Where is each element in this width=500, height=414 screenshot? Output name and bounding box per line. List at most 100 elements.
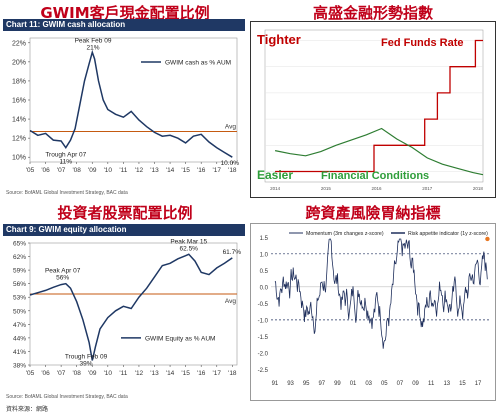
x-tick-label: 09	[412, 381, 419, 387]
x-tick-label: '17	[213, 370, 222, 377]
x-tick-label: '08	[72, 370, 81, 377]
x-tick-label: '09	[88, 370, 97, 377]
y-tick-label: 53%	[13, 295, 26, 302]
x-tick-label: 2016	[372, 186, 383, 191]
y-tick-label: 22%	[12, 40, 26, 47]
x-tick-label: '08	[72, 167, 81, 174]
annotation-peak: Peak Feb 09	[75, 37, 112, 44]
equity-chart-svg: 38% 41% 44% 47% 50% 53% 56% 59% 62% 65% '05 '06 '07 '…	[13, 238, 242, 377]
x-tick-label: 11	[428, 381, 435, 387]
y-tick-label: 59%	[13, 268, 26, 275]
y-tick-label: 44%	[13, 335, 26, 342]
x-tick-label: '09	[88, 167, 97, 174]
y-tick-label: -2.0	[258, 351, 269, 357]
annotation-trough: Trough Feb 09	[65, 353, 108, 360]
y-tick-label: 16%	[12, 98, 26, 105]
title-equity-allocation: 投資者股票配置比例	[57, 204, 193, 222]
x-tick-label: 95	[303, 381, 310, 387]
footer-source: 資料來源：網路	[6, 406, 49, 413]
x-tick-label: 2017	[422, 186, 433, 191]
chart-source: Source: BofAML Global Investment Strateg…	[6, 394, 128, 400]
x-tick-label: '14	[166, 370, 175, 377]
x-tick-label: '10	[104, 370, 113, 377]
x-tick-label: '07	[57, 370, 66, 377]
x-tick-label: 15	[459, 381, 466, 387]
x-tick-label: 93	[287, 381, 294, 387]
series-label-fed-funds: Fed Funds Rate	[381, 37, 464, 49]
chart-header: Chart 11: GWIM cash allocation	[3, 19, 245, 31]
fci-chart-svg: 2014 2015 2016 2017 2018 Tighter Fed Funds Rat…	[257, 29, 483, 191]
title-risk-appetite: 跨資產風險胃納指標	[305, 204, 441, 222]
x-tick-label: '16	[197, 370, 206, 377]
x-tick-label: '17	[213, 167, 222, 174]
x-tick-label: '15	[181, 167, 190, 174]
series-line-fed-funds	[275, 39, 483, 173]
y-tick-label: -1.5	[258, 335, 269, 341]
label-easier: Easier	[257, 168, 293, 182]
plot-frame	[29, 37, 238, 163]
y-tick-label: 62%	[13, 254, 26, 261]
average-label: Avg	[225, 123, 236, 130]
title-financial-conditions: 高盛金融形勢指數	[312, 4, 433, 22]
annotation-peak-mar15: Peak Mar 15	[170, 238, 207, 245]
y-tick-label: 14%	[12, 117, 26, 124]
x-tick-label: '06	[41, 370, 50, 377]
x-tick-label: '11	[119, 167, 127, 174]
x-tick-label: '11	[119, 370, 127, 377]
legend-label: GWIM Equity as % AUM	[145, 335, 215, 342]
plot-frame	[29, 242, 238, 366]
x-tick-label: '14	[166, 167, 175, 174]
y-tick-label: 1.0	[260, 252, 269, 258]
y-tick-label: -2.5	[258, 368, 269, 374]
x-tick-label: '18	[228, 167, 237, 174]
x-tick-label: '13	[150, 167, 159, 174]
annotation-last-value: 10.0%	[221, 160, 240, 167]
y-tick-label: -0.5	[258, 302, 269, 308]
legend-label: GWIM cash as % AUM	[165, 60, 231, 67]
y-tick-label: 47%	[13, 322, 26, 329]
x-tick-label: '06	[41, 167, 50, 174]
legend-label-momentum: Momentum (3m changes z-score)	[306, 231, 384, 237]
x-tick-label: 05	[381, 381, 388, 387]
annotation-peak-mar15-value: 62.5%	[180, 245, 199, 252]
y-tick-label: 41%	[13, 349, 26, 356]
x-tick-label: 01	[350, 381, 357, 387]
x-tick-label: 2015	[321, 186, 332, 191]
x-tick-label: 97	[318, 381, 325, 387]
y-tick-label: 65%	[13, 241, 26, 248]
x-tick-label: 03	[365, 381, 372, 387]
chart-source: Source: BofAML Global Investment Strateg…	[6, 190, 128, 196]
series-line-gwim-cash	[29, 49, 233, 158]
annotation-trough-value: 11%	[60, 159, 73, 166]
annotation-trough: Trough Apr 07	[45, 152, 86, 159]
x-tick-label: 2014	[270, 186, 281, 191]
x-tick-label: '13	[150, 370, 159, 377]
latest-marker	[485, 236, 490, 242]
x-tick-label: '16	[197, 167, 206, 174]
x-tick-label: '12	[135, 370, 144, 377]
chart-equity-allocation: Chart 9: GWIM equity allocation 38% 41% 44…	[3, 224, 245, 402]
x-tick-label: 17	[475, 381, 482, 387]
risk-chart-svg: 1.5 1.0 0.5 0.0 -0.5 -1.0 -1.5 -2.0 -2.5 91 93 95 97…	[258, 231, 490, 387]
x-tick-label: '15	[181, 370, 190, 377]
y-tick-label: 56%	[13, 281, 26, 288]
x-tick-label: '12	[135, 167, 144, 174]
label-tighter: Tighter	[257, 32, 301, 47]
x-tick-label: '10	[104, 167, 113, 174]
x-tick-label: '07	[57, 167, 66, 174]
title-gwim-cash: GWIM客戶現金配置比例	[40, 4, 210, 22]
annotation-last-value: 61.7%	[223, 249, 242, 256]
x-tick-label: 07	[397, 381, 404, 387]
x-tick-label: '18	[228, 370, 237, 377]
y-tick-label: 1.5	[260, 236, 269, 242]
x-tick-label: 13	[443, 381, 450, 387]
x-tick-label: '05	[26, 370, 35, 377]
y-tick-label: 38%	[13, 363, 26, 370]
series-line-gwim-equity	[29, 253, 233, 361]
chart-risk-appetite: 1.5 1.0 0.5 0.0 -0.5 -1.0 -1.5 -2.0 -2.5 91 93 95 97…	[250, 223, 496, 401]
cash-chart-svg: 10% 12% 14% 16% 18% 20% 22% '05 '06 '07 '08 '09 '10 '…	[12, 37, 240, 174]
x-tick-label: 91	[272, 381, 279, 387]
x-tick-label: '05	[26, 167, 35, 174]
y-tick-label: 0.0	[260, 285, 269, 291]
annotation-peak-apr07-value: 56%	[56, 275, 69, 282]
